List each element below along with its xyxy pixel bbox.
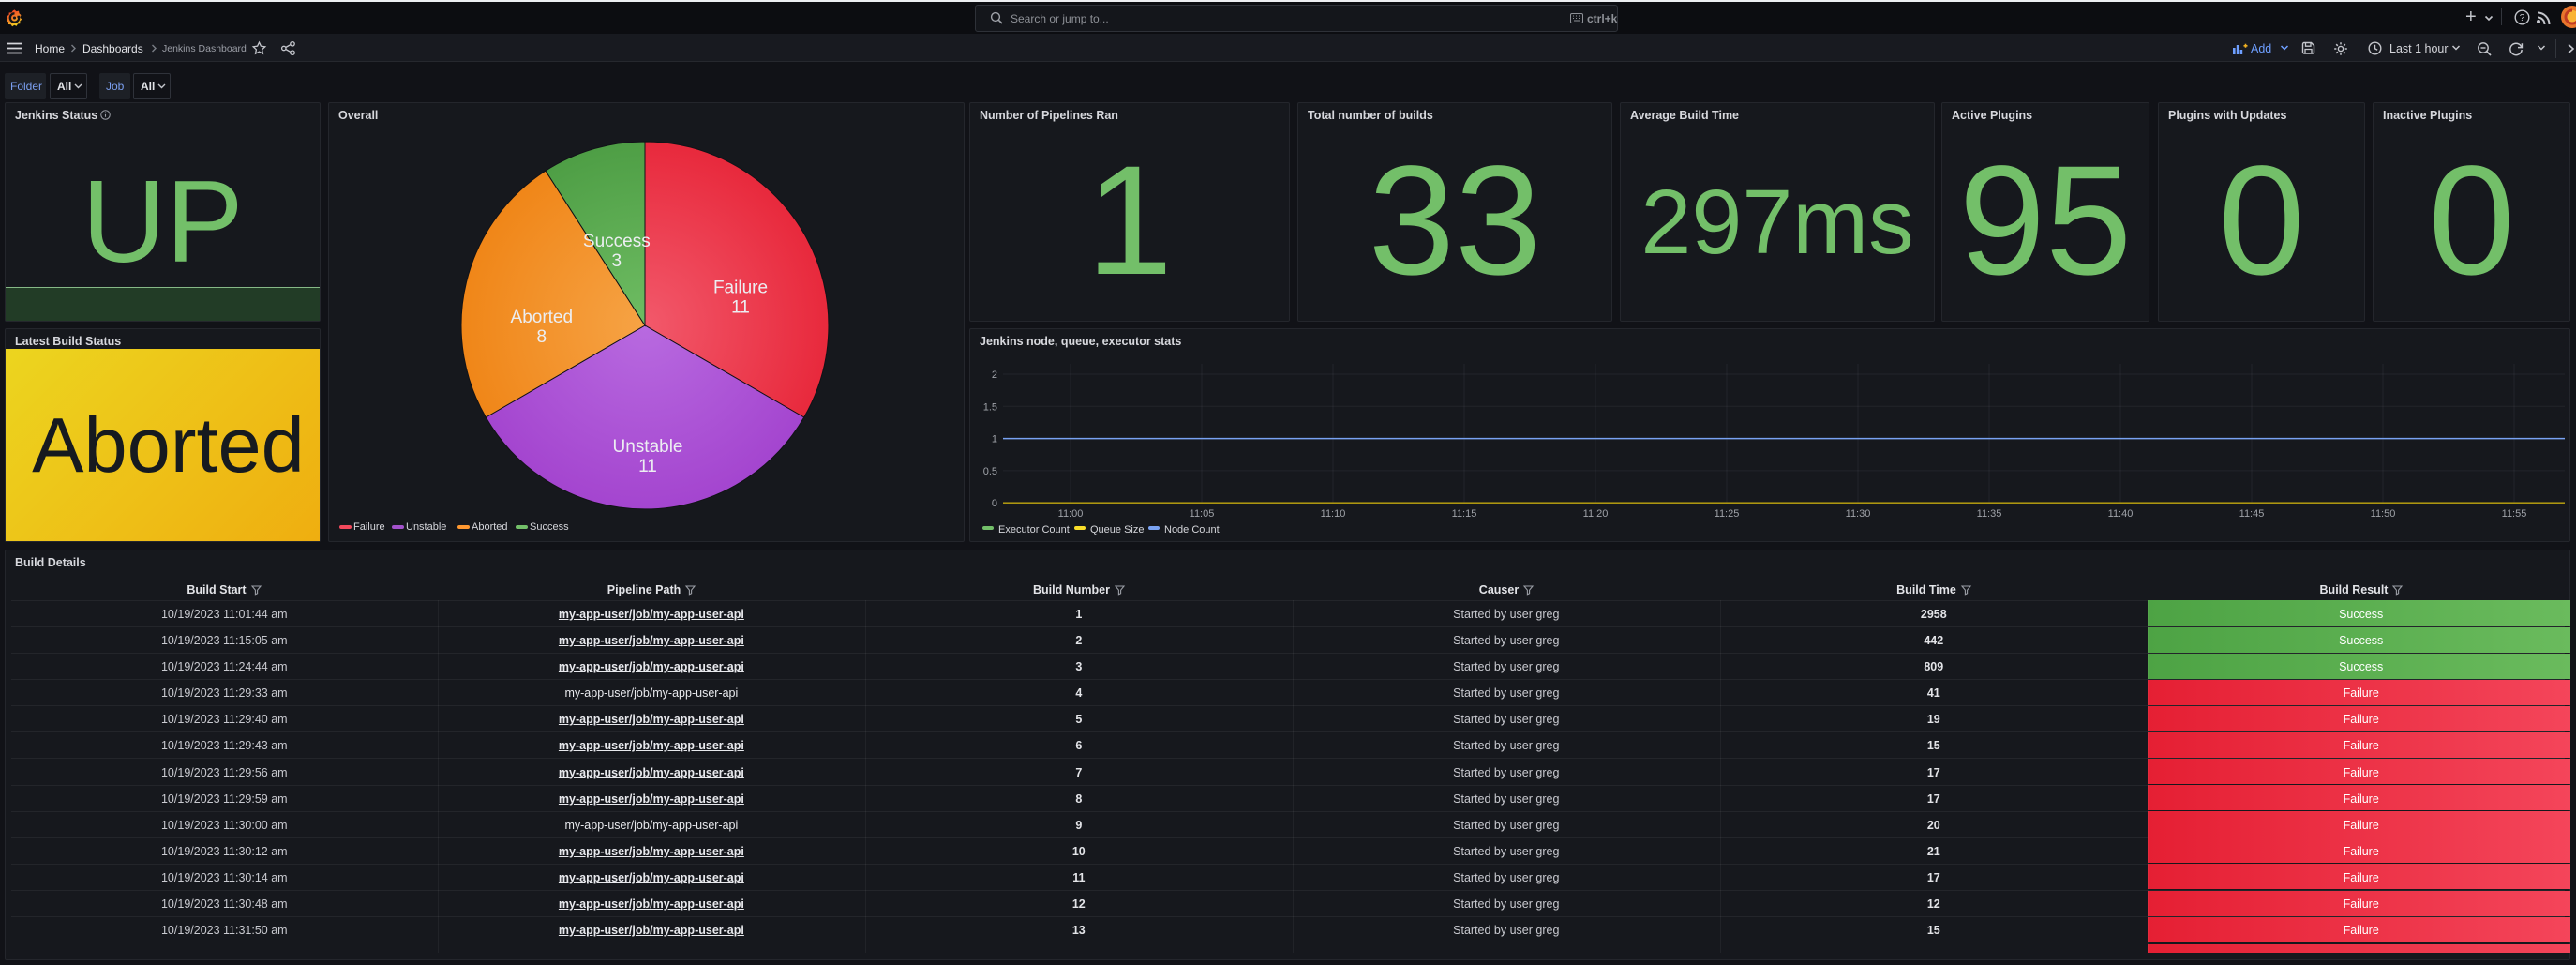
svg-text:Unstable: Unstable	[613, 437, 683, 457]
svg-text:2: 2	[992, 369, 997, 381]
svg-text:Aborted: Aborted	[511, 308, 574, 327]
svg-text:0: 0	[992, 498, 997, 509]
svg-text:Success: Success	[583, 232, 651, 251]
svg-text:11:15: 11:15	[1452, 508, 1477, 520]
svg-text:?: ?	[2520, 13, 2525, 23]
svg-text:11:45: 11:45	[2239, 508, 2265, 520]
svg-text:11:00: 11:00	[1058, 508, 1084, 520]
svg-text:11: 11	[638, 457, 657, 476]
svg-text:0.5: 0.5	[983, 466, 997, 477]
svg-text:Failure: Failure	[713, 279, 768, 298]
svg-text:Queue Size: Queue Size	[1090, 524, 1144, 535]
svg-text:11:05: 11:05	[1190, 508, 1215, 520]
svg-text:11:30: 11:30	[1846, 508, 1871, 520]
svg-text:11:25: 11:25	[1715, 508, 1740, 520]
svg-text:11:50: 11:50	[2371, 508, 2396, 520]
svg-text:3: 3	[612, 251, 622, 271]
svg-text:11:10: 11:10	[1321, 508, 1346, 520]
svg-text:Node Count: Node Count	[1164, 524, 1220, 535]
svg-text:11:55: 11:55	[2502, 508, 2527, 520]
svg-text:8: 8	[537, 327, 547, 347]
svg-text:Executor Count: Executor Count	[998, 524, 1070, 535]
svg-text:11:20: 11:20	[1583, 508, 1609, 520]
svg-text:11:35: 11:35	[1977, 508, 2002, 520]
svg-text:11: 11	[731, 298, 750, 318]
svg-text:1.5: 1.5	[983, 401, 997, 413]
svg-text:1: 1	[992, 434, 997, 445]
svg-text:11:40: 11:40	[2108, 508, 2134, 520]
